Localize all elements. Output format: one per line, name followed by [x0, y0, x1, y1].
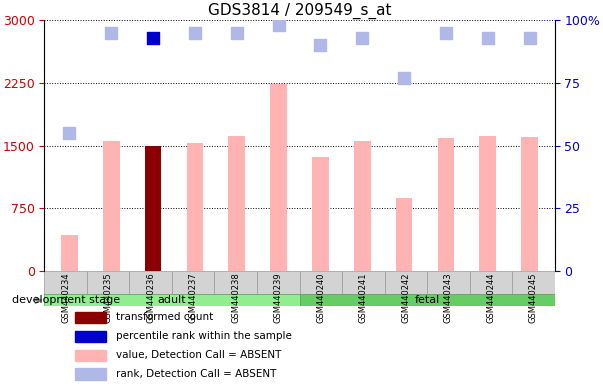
- FancyBboxPatch shape: [300, 271, 342, 294]
- Point: [274, 22, 283, 28]
- Point: [232, 30, 242, 36]
- Point: [399, 75, 409, 81]
- FancyBboxPatch shape: [172, 271, 215, 294]
- FancyBboxPatch shape: [45, 271, 87, 294]
- Bar: [75, 368, 106, 380]
- Text: adult: adult: [157, 295, 186, 305]
- Bar: [270, 84, 287, 271]
- Point: [358, 35, 367, 41]
- Text: GSM440234: GSM440234: [61, 273, 70, 323]
- Text: GSM440240: GSM440240: [316, 273, 325, 323]
- Bar: [396, 198, 412, 271]
- FancyBboxPatch shape: [130, 271, 172, 294]
- FancyBboxPatch shape: [87, 271, 130, 294]
- Point: [441, 30, 450, 36]
- Point: [148, 35, 158, 41]
- FancyBboxPatch shape: [427, 271, 470, 294]
- Text: percentile rank within the sample: percentile rank within the sample: [116, 331, 292, 341]
- Text: fetal: fetal: [414, 295, 440, 305]
- Bar: [75, 312, 106, 323]
- Text: GSM440245: GSM440245: [529, 273, 538, 323]
- Bar: [103, 141, 119, 271]
- Bar: [438, 138, 454, 271]
- Text: GSM440239: GSM440239: [274, 273, 283, 323]
- Point: [315, 42, 325, 48]
- Title: GDS3814 / 209549_s_at: GDS3814 / 209549_s_at: [208, 3, 391, 19]
- Text: GSM440242: GSM440242: [402, 273, 410, 323]
- FancyBboxPatch shape: [45, 295, 300, 306]
- FancyBboxPatch shape: [215, 271, 257, 294]
- Text: transformed count: transformed count: [116, 312, 213, 322]
- FancyBboxPatch shape: [385, 271, 427, 294]
- FancyBboxPatch shape: [257, 271, 300, 294]
- Bar: [312, 157, 329, 271]
- FancyBboxPatch shape: [300, 295, 555, 306]
- Point: [107, 30, 116, 36]
- Text: GSM440235: GSM440235: [104, 273, 113, 323]
- Bar: [521, 137, 538, 271]
- Point: [65, 130, 74, 136]
- Bar: [186, 143, 203, 271]
- Text: development stage: development stage: [12, 295, 120, 305]
- Bar: [145, 146, 162, 271]
- Text: value, Detection Call = ABSENT: value, Detection Call = ABSENT: [116, 350, 281, 360]
- Bar: [75, 331, 106, 342]
- Text: GSM440244: GSM440244: [487, 273, 495, 323]
- Bar: [354, 141, 371, 271]
- Text: GSM440243: GSM440243: [444, 273, 453, 323]
- Bar: [479, 136, 496, 271]
- Text: rank, Detection Call = ABSENT: rank, Detection Call = ABSENT: [116, 369, 276, 379]
- Bar: [229, 136, 245, 271]
- Point: [483, 35, 493, 41]
- FancyBboxPatch shape: [470, 271, 512, 294]
- FancyBboxPatch shape: [342, 271, 385, 294]
- Text: GSM440241: GSM440241: [359, 273, 368, 323]
- Point: [190, 30, 200, 36]
- Text: GSM440236: GSM440236: [146, 273, 155, 323]
- Bar: [61, 235, 78, 271]
- Bar: [75, 350, 106, 361]
- Text: GSM440238: GSM440238: [231, 273, 240, 323]
- Text: GSM440237: GSM440237: [189, 273, 198, 323]
- FancyBboxPatch shape: [512, 271, 555, 294]
- Point: [525, 35, 534, 41]
